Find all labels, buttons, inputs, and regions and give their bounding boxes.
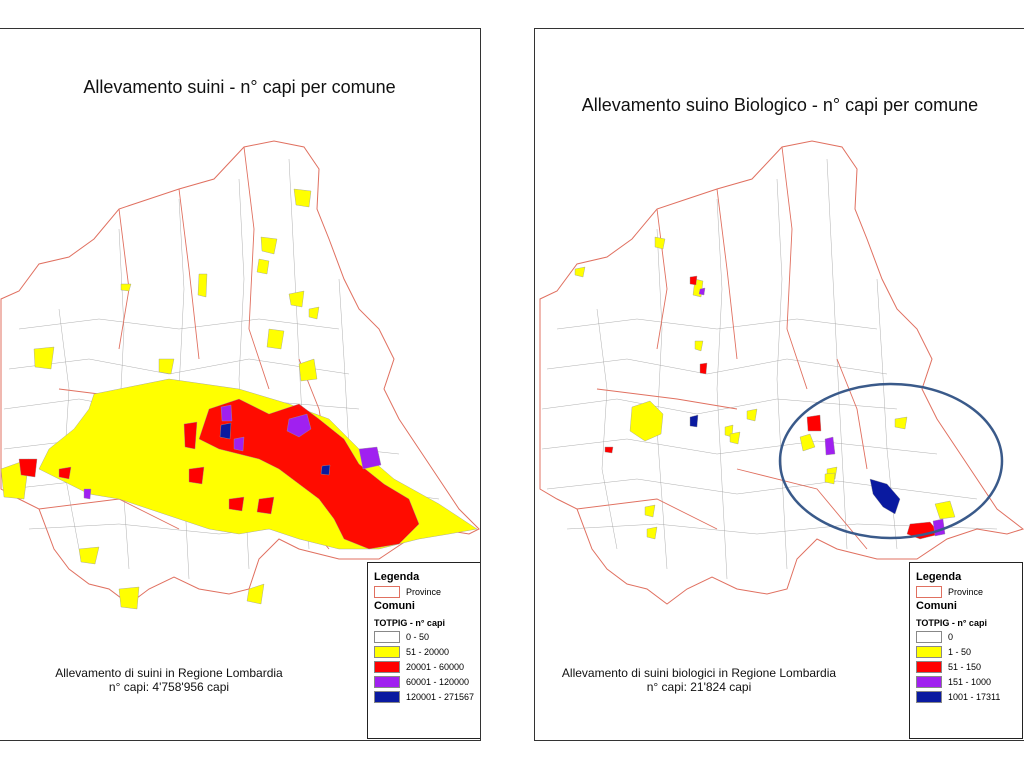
legend-comuni-label: Comuni bbox=[374, 600, 415, 612]
legend-title: Legenda bbox=[916, 571, 962, 583]
province-borders bbox=[576, 146, 868, 550]
region-outline bbox=[539, 140, 1024, 605]
province-swatch bbox=[374, 586, 400, 598]
legend-class-row: 151 - 1000 bbox=[916, 676, 1022, 688]
map-legend: Legenda Province Comuni TOTPIG - n° capi… bbox=[367, 562, 480, 739]
legend-class-label: 1001 - 17311 bbox=[948, 692, 1001, 702]
caption-line-2: n° capi: 21'824 capi bbox=[646, 680, 752, 694]
class-blue-areas bbox=[219, 422, 331, 476]
lombardia-map-organic bbox=[539, 140, 1024, 605]
legend-class-label: 120001 - 271567 bbox=[406, 692, 475, 702]
legend-swatch bbox=[916, 661, 942, 673]
legend-swatch bbox=[916, 646, 942, 658]
map-panel-organic: Allevamento suino Biologico - n° capi pe… bbox=[534, 28, 1024, 741]
caption-line-1: Allevamento di suini biologici in Region… bbox=[561, 666, 837, 680]
legend-class-row: 1001 - 17311 bbox=[916, 691, 1022, 703]
class-yellow-areas bbox=[574, 236, 956, 540]
map-caption: Allevamento di suini biologici in Region… bbox=[539, 666, 859, 694]
legend-class-row: 51 - 20000 bbox=[374, 646, 480, 658]
legend-swatch bbox=[374, 646, 400, 658]
map-title: Allevamento suino Biologico - n° capi pe… bbox=[581, 95, 979, 115]
legend-class-row: 20001 - 60000 bbox=[374, 661, 480, 673]
legend-swatch bbox=[374, 631, 400, 643]
legend-swatch bbox=[374, 676, 400, 688]
class-blue-areas bbox=[689, 414, 901, 515]
legend-province-label: Province bbox=[406, 587, 442, 597]
legend-class-label: 51 - 20000 bbox=[406, 647, 450, 657]
legend-class-label: 1 - 50 bbox=[948, 647, 972, 657]
map-legend: Legenda Province Comuni TOTPIG - n° capi… bbox=[909, 562, 1023, 739]
map-title: Allevamento suini - n° capi per comune bbox=[83, 77, 396, 97]
legend-province-label: Province bbox=[948, 587, 984, 597]
map-panel-conventional: Allevamento suini - n° capi per comune bbox=[0, 28, 481, 741]
legend-swatch bbox=[374, 691, 400, 703]
legend-swatch bbox=[916, 631, 942, 643]
legend-class-row: 60001 - 120000 bbox=[374, 676, 480, 688]
legend-class-label: 0 bbox=[948, 632, 954, 642]
class-red-areas bbox=[18, 398, 420, 550]
legend-class-row: 0 - 50 bbox=[374, 631, 480, 643]
class-purple-areas bbox=[83, 404, 382, 500]
legend-class-row: 0 bbox=[916, 631, 1022, 643]
legend-class-row: 120001 - 271567 bbox=[374, 691, 480, 703]
legend-swatch bbox=[916, 676, 942, 688]
legend-class-label: 20001 - 60000 bbox=[406, 662, 465, 672]
map-caption: Allevamento di suini in Regione Lombardi… bbox=[19, 666, 319, 694]
legend-swatch bbox=[916, 691, 942, 703]
legend-swatch bbox=[374, 661, 400, 673]
caption-line-2: n° capi: 4'758'956 capi bbox=[108, 680, 230, 694]
legend-title: Legenda bbox=[374, 571, 420, 583]
legend-class-label: 60001 - 120000 bbox=[406, 677, 470, 687]
legend-class-row: 1 - 50 bbox=[916, 646, 1022, 658]
caption-line-1: Allevamento di suini in Regione Lombardi… bbox=[55, 666, 283, 680]
legend-class-label: 51 - 150 bbox=[948, 662, 982, 672]
class-red-areas bbox=[604, 275, 941, 540]
highlight-ellipse bbox=[778, 382, 1004, 540]
legend-comuni-label: Comuni bbox=[916, 600, 957, 612]
legend-class-label: 0 - 50 bbox=[406, 632, 430, 642]
legend-field-label: TOTPIG - n° capi bbox=[916, 618, 987, 628]
legend-class-row: 51 - 150 bbox=[916, 661, 1022, 673]
lombardia-map-conventional bbox=[0, 140, 480, 610]
legend-province-row: Province bbox=[916, 586, 1022, 598]
legend-province-row: Province bbox=[374, 586, 480, 598]
province-swatch bbox=[916, 586, 942, 598]
legend-class-label: 151 - 1000 bbox=[948, 677, 992, 687]
legend-field-label: TOTPIG - n° capi bbox=[374, 618, 445, 628]
